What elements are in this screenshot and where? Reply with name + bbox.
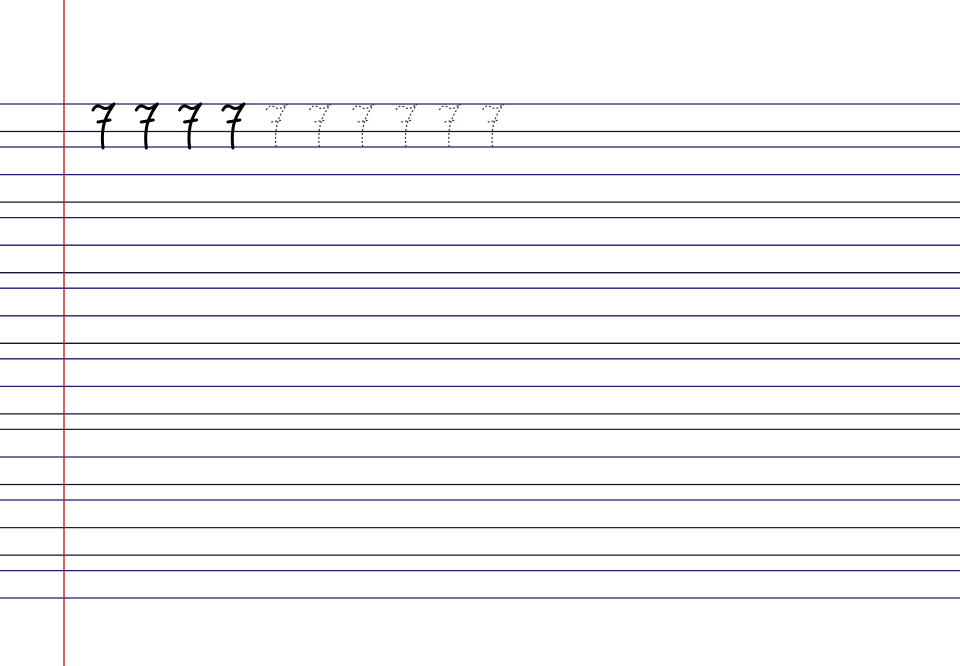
traced-digit-seven [352,103,375,149]
solid-digit-seven [221,102,246,150]
traced-digit-seven [395,103,418,149]
traced-digit-seven [265,103,288,149]
traced-digit-seven [438,103,461,149]
traced-digit-seven [308,103,331,149]
ruled-lines [0,103,960,599]
solid-digit-seven [91,102,116,150]
practice-glyphs [91,102,505,150]
solid-digit-seven [134,102,159,150]
traced-digit-seven [482,103,505,149]
solid-digit-seven [178,102,203,150]
